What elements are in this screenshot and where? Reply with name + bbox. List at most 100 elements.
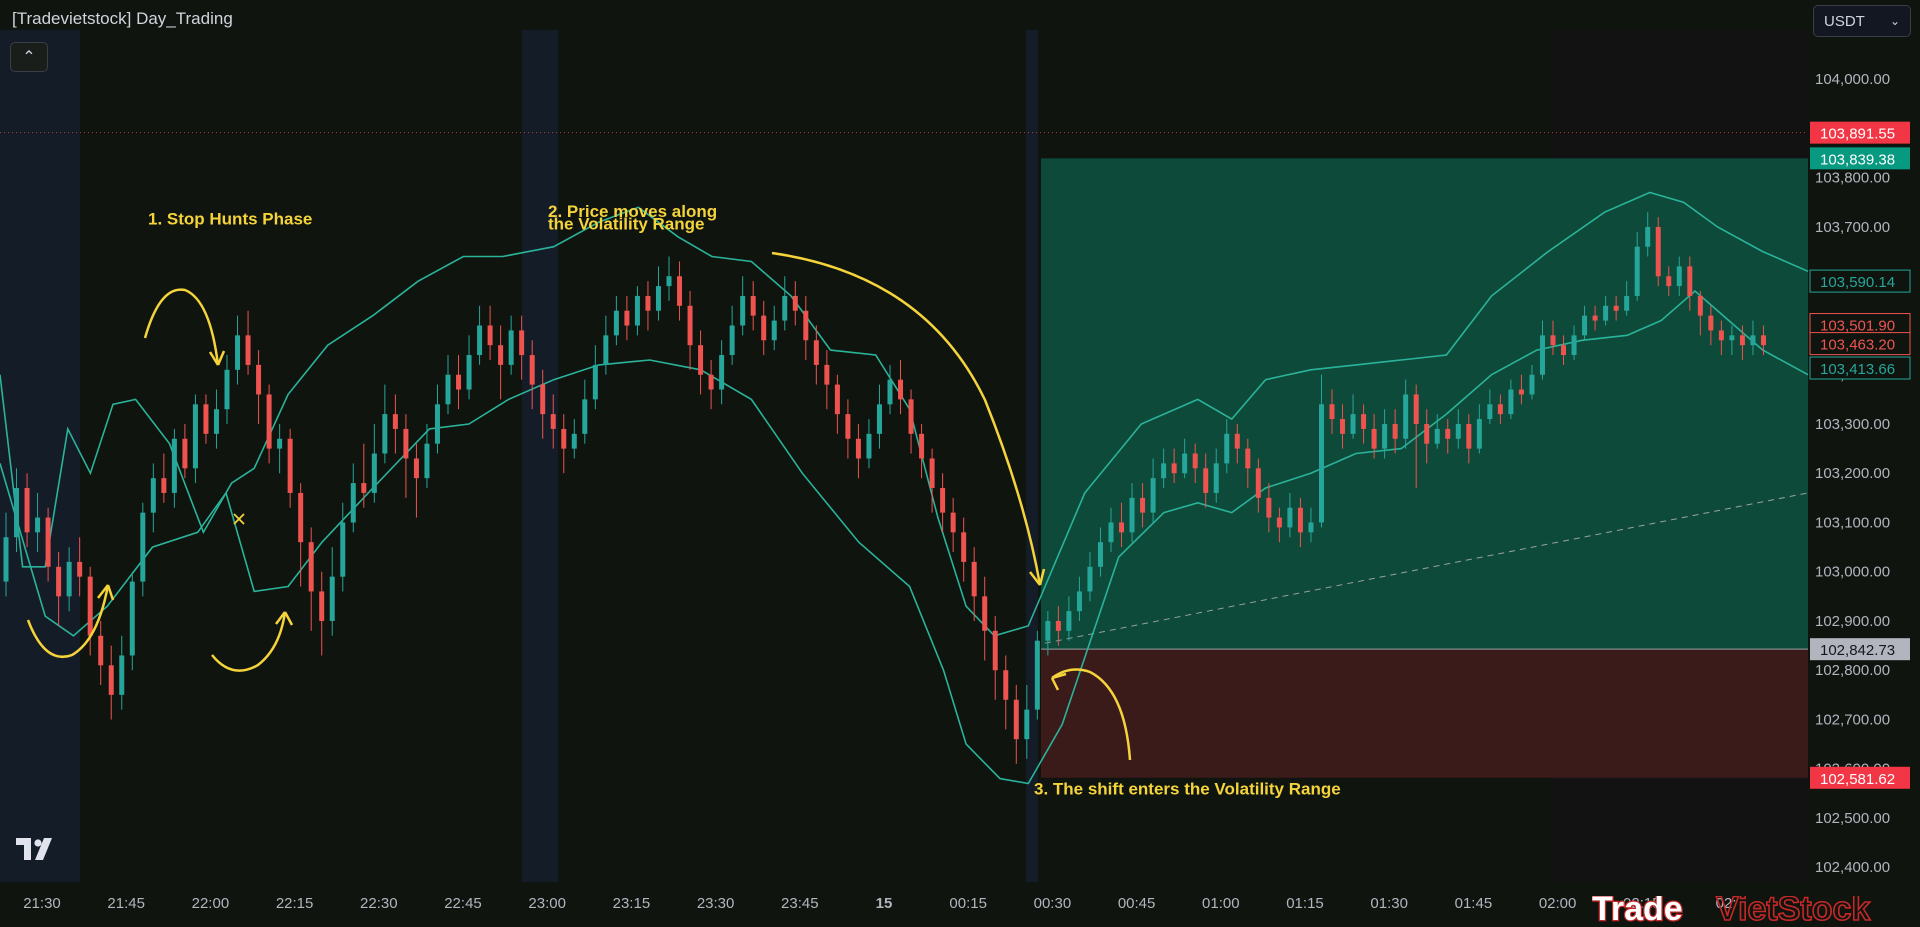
annotation-arrow [1051,668,1132,761]
currency-label: USDT [1824,12,1865,30]
candle-body [666,276,672,287]
candle-body [1645,226,1651,247]
candle-body [45,517,51,567]
candle-body [445,374,451,405]
candle-body [834,384,840,415]
candle-body [592,364,598,400]
x-tick-label: 00:15 [949,895,987,912]
candle-body [235,335,241,370]
candle-body [1266,497,1272,518]
candle-body [708,374,714,390]
candle-body [1255,468,1261,498]
x-tick-label: 22:00 [192,895,230,912]
annotation-text: 2. Price moves along [548,202,717,221]
candle-body [319,591,325,621]
candle-body [540,384,546,415]
candle-body [792,295,798,311]
x-tick-label: 01:30 [1370,895,1408,912]
candle-body [308,542,314,592]
y-tick-label: 103,300.00 [1815,416,1890,433]
candle-body [350,483,356,523]
candle-body [634,295,640,326]
x-tick-label: 21:30 [23,895,61,912]
x-tick-label: 15 [876,895,893,912]
candle-body [929,458,935,489]
candle-body [677,276,683,306]
candle-body [498,345,504,365]
annotation-text: 1. Stop Hunts Phase [148,210,312,229]
annotation-arrow [26,584,110,658]
session-shade [0,30,80,882]
trend-dashed-line [1044,492,1809,644]
candle-body [919,433,925,459]
profit-zone [1041,158,1808,650]
candle-body [1666,276,1672,287]
candle-body [1161,463,1167,479]
annotation-arrowhead [275,611,294,626]
candle-body [277,438,283,449]
candle-body [1718,330,1724,341]
candle-body [298,492,304,543]
candle-body [14,488,20,538]
candle-body [424,443,430,479]
price-label-box [1809,269,1911,293]
candle-body [182,438,188,469]
candle-body [329,576,335,621]
y-tick-label: 103,100.00 [1815,514,1890,531]
candle-body [1582,315,1588,336]
candle-body [1634,246,1640,296]
candle-body [171,438,177,493]
candle-body [1539,335,1545,375]
candle-body [140,512,146,582]
candle-body [1529,374,1535,395]
candle-body [1497,404,1503,415]
candle-body [150,478,156,513]
candle-body [1034,640,1040,710]
x-tick-label: 23:00 [528,895,566,912]
candle-body [1182,453,1188,474]
y-tick-label: 103,800.00 [1815,170,1890,187]
candle-body [698,345,704,375]
lower-band-line [0,289,1809,785]
price-label: 102,581.62 [1820,771,1895,788]
candle-body [655,286,661,311]
watermark-trade: Trade [1592,896,1683,922]
candle-body [1476,419,1482,449]
candle-body [56,566,62,597]
tradingview-logo-icon [16,838,58,869]
candle-body [1518,389,1524,395]
candle-body [1234,433,1240,449]
collapse-button[interactable]: ⌃ [10,42,48,72]
candle-body [1203,468,1209,493]
candle-body [1550,335,1556,346]
candle-body [161,478,167,493]
currency-selector[interactable]: USDT ⌄ [1813,5,1911,37]
candle-body [1013,699,1019,740]
candle-body [876,404,882,434]
candle-body [1708,315,1714,331]
candle-body [571,433,577,449]
candle-body [434,404,440,444]
candle-body [77,561,83,577]
candle-body [1140,497,1146,513]
candle-body [729,325,735,356]
candle-body [1245,448,1251,469]
candle-body [508,330,514,365]
annotation-arrowhead [1050,672,1067,691]
candle-body [1150,478,1156,513]
candles-group [3,212,1766,764]
x-tick-label: 02: [1716,895,1737,912]
x-tick-label: 01:45 [1455,895,1493,912]
candle-body [1392,423,1398,439]
candle-body [1434,428,1440,444]
x-tick-label: 22:45 [444,895,482,912]
x-tick-label: 01:00 [1202,895,1240,912]
candle-body [1676,266,1682,287]
candle-body [1066,611,1072,631]
candle-body [361,483,367,493]
candle-body [1350,414,1356,434]
candle-body [887,379,893,405]
candle-body [1329,404,1335,420]
